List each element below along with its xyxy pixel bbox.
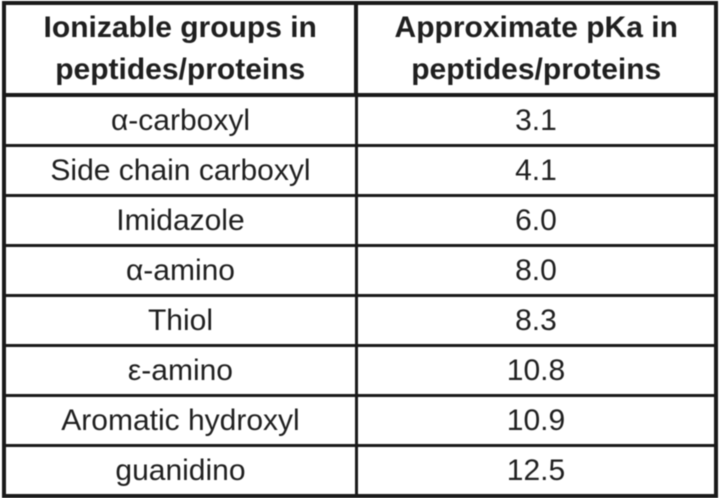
group-cell: ε-amino [1,344,358,397]
table-row: Thiol 8.3 [1,294,718,347]
pka-cell: 10.9 [354,394,718,447]
group-cell: α-carboxyl [1,93,358,147]
table-row: Side chain carboxyl 4.1 [1,144,718,197]
group-cell: Aromatic hydroxyl [1,394,358,447]
table-row: α-amino 8.0 [1,244,718,297]
table-row: guanidino 12.5 [1,444,718,498]
group-cell: Thiol [1,294,358,347]
pka-cell: 12.5 [354,444,718,498]
group-cell: guanidino [1,444,358,498]
pka-cell: 10.8 [354,344,718,397]
table-row: Aromatic hydroxyl 10.9 [1,394,718,447]
pka-cell: 3.1 [354,93,718,147]
table-row: ε-amino 10.8 [1,344,718,397]
header-ionizable-groups: Ionizable groups in peptides/proteins [1,1,358,97]
pka-cell: 8.3 [354,294,718,347]
header-approximate-pka: Approximate pKa in peptides/proteins [354,1,718,97]
header-row: Ionizable groups in peptides/proteins Ap… [1,1,718,97]
table-header: Ionizable groups in peptides/proteins Ap… [1,1,718,97]
pka-cell: 4.1 [354,144,718,197]
table-body: α-carboxyl 3.1 Side chain carboxyl 4.1 I… [1,93,718,498]
group-cell: Imidazole [1,194,358,247]
group-cell: Side chain carboxyl [1,144,358,197]
table-row: Imidazole 6.0 [1,194,718,247]
pka-cell: 6.0 [354,194,718,247]
pka-cell: 8.0 [354,244,718,297]
group-cell: α-amino [1,244,358,297]
table-row: α-carboxyl 3.1 [1,93,718,147]
